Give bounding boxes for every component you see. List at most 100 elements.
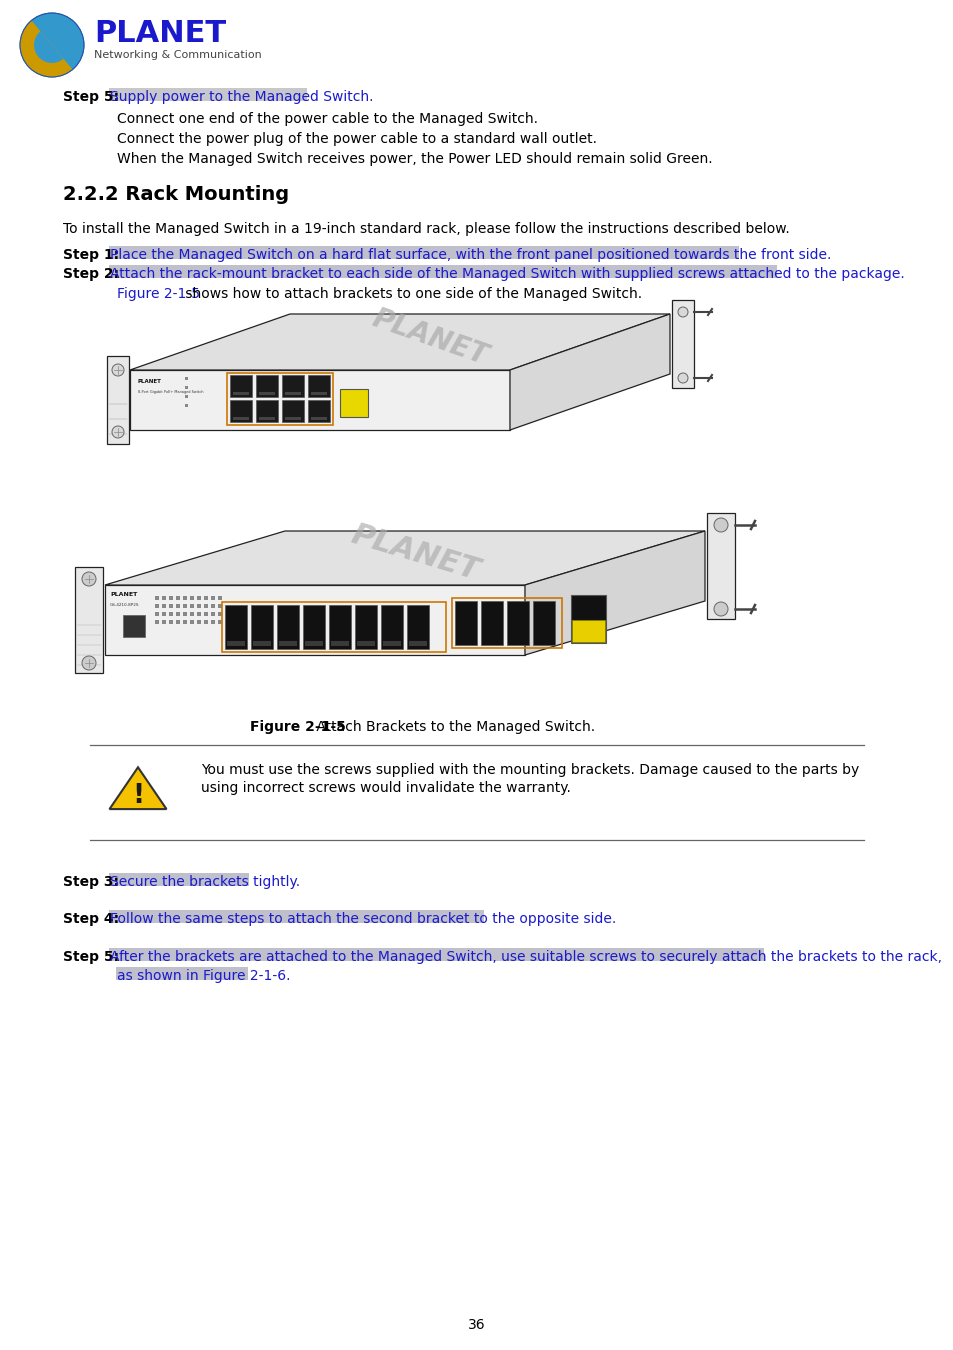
Bar [185, 404, 188, 406]
Bar [169, 612, 172, 616]
Bar [276, 605, 298, 649]
Text: Supply power to the Managed Switch.: Supply power to the Managed Switch. [110, 90, 374, 104]
Bar [109, 910, 483, 923]
Bar [211, 595, 214, 599]
Bar [452, 598, 561, 648]
Text: Attach Brackets to the Managed Switch.: Attach Brackets to the Managed Switch. [312, 720, 595, 734]
Bar [190, 603, 193, 608]
Bar [533, 601, 555, 645]
Circle shape [678, 373, 687, 383]
Bar [329, 605, 351, 649]
Bar [211, 603, 214, 608]
Bar [278, 641, 296, 647]
Bar [339, 389, 368, 417]
Text: 8-Port Gigabit PoE+ Managed Switch: 8-Port Gigabit PoE+ Managed Switch [138, 390, 203, 394]
Polygon shape [105, 585, 524, 655]
Bar [183, 595, 187, 599]
Bar [218, 603, 222, 608]
Bar [196, 595, 201, 599]
Bar [116, 967, 248, 980]
Bar [123, 616, 145, 637]
Bar [282, 375, 304, 397]
Bar [409, 641, 427, 647]
Circle shape [20, 14, 84, 77]
Text: shows how to attach brackets to one side of the Managed Switch.: shows how to attach brackets to one side… [181, 288, 641, 301]
Bar [572, 620, 604, 643]
Bar [356, 641, 375, 647]
Bar [185, 396, 188, 398]
Text: Follow the same steps to attach the second bracket to the opposite side.: Follow the same steps to attach the seco… [110, 913, 616, 926]
Bar [255, 375, 277, 397]
Text: Attach the rack-mount bracket to each side of the Managed Switch with supplied s: Attach the rack-mount bracket to each si… [110, 267, 903, 281]
Bar [218, 595, 222, 599]
Bar [109, 88, 307, 101]
Wedge shape [34, 31, 64, 63]
Bar [706, 513, 734, 620]
Bar [185, 377, 188, 379]
Text: Step 5:: Step 5: [63, 950, 124, 964]
Bar [162, 620, 166, 624]
Bar [154, 595, 159, 599]
Bar [190, 595, 193, 599]
Text: Connect the power plug of the power cable to a standard wall outlet.: Connect the power plug of the power cabl… [117, 132, 597, 146]
Text: PLANET: PLANET [347, 520, 482, 586]
Text: After the brackets are attached to the Managed Switch, use suitable screws to se: After the brackets are attached to the M… [110, 950, 941, 964]
Polygon shape [510, 315, 669, 431]
Bar [75, 567, 103, 674]
Bar [480, 601, 502, 645]
Bar [311, 417, 327, 420]
Bar [169, 603, 172, 608]
Bar [311, 392, 327, 396]
Bar [109, 873, 249, 886]
Bar [211, 612, 214, 616]
Circle shape [112, 427, 124, 437]
Bar [175, 603, 180, 608]
Text: PLANET: PLANET [138, 379, 162, 385]
Text: Networking & Communication: Networking & Communication [94, 50, 261, 59]
Bar [162, 612, 166, 616]
Text: PLANET: PLANET [110, 593, 137, 598]
Circle shape [82, 656, 96, 670]
Bar [380, 605, 402, 649]
Bar [204, 603, 208, 608]
Bar [196, 603, 201, 608]
Bar [303, 605, 325, 649]
Bar [258, 392, 274, 396]
Bar [227, 641, 245, 647]
Bar [162, 595, 166, 599]
Circle shape [678, 306, 687, 317]
Bar [233, 417, 249, 420]
Bar [196, 620, 201, 624]
Text: Step 3:: Step 3: [63, 875, 124, 890]
Bar [107, 356, 129, 444]
Bar [331, 641, 349, 647]
Bar [308, 400, 330, 423]
Text: To install the Managed Switch in a 19-inch standard rack, please follow the inst: To install the Managed Switch in a 19-in… [63, 221, 789, 236]
Bar [218, 612, 222, 616]
Text: You must use the screws supplied with the mounting brackets. Damage caused to th: You must use the screws supplied with th… [201, 763, 859, 778]
Text: Place the Managed Switch on a hard flat surface, with the front panel positioned: Place the Managed Switch on a hard flat … [110, 248, 830, 262]
Text: using incorrect screws would invalidate the warranty.: using incorrect screws would invalidate … [201, 782, 570, 795]
Bar [230, 400, 252, 423]
Bar [204, 612, 208, 616]
Circle shape [713, 602, 727, 616]
Bar [251, 605, 273, 649]
Text: Step 4:: Step 4: [63, 913, 124, 926]
Bar [154, 620, 159, 624]
Bar [204, 620, 208, 624]
Text: Step 5:: Step 5: [63, 90, 124, 104]
Bar [183, 612, 187, 616]
Bar [175, 620, 180, 624]
Bar [183, 603, 187, 608]
Bar [571, 595, 605, 643]
Text: !: ! [132, 783, 144, 809]
Bar [190, 620, 193, 624]
Text: Connect one end of the power cable to the Managed Switch.: Connect one end of the power cable to th… [117, 112, 537, 126]
Text: Step 2:: Step 2: [63, 267, 124, 281]
Text: Figure 2-1-5: Figure 2-1-5 [117, 288, 200, 301]
Text: Secure the brackets tightly.: Secure the brackets tightly. [110, 875, 300, 890]
Bar [218, 620, 222, 624]
Bar [506, 601, 529, 645]
Bar [211, 620, 214, 624]
Bar [253, 641, 271, 647]
